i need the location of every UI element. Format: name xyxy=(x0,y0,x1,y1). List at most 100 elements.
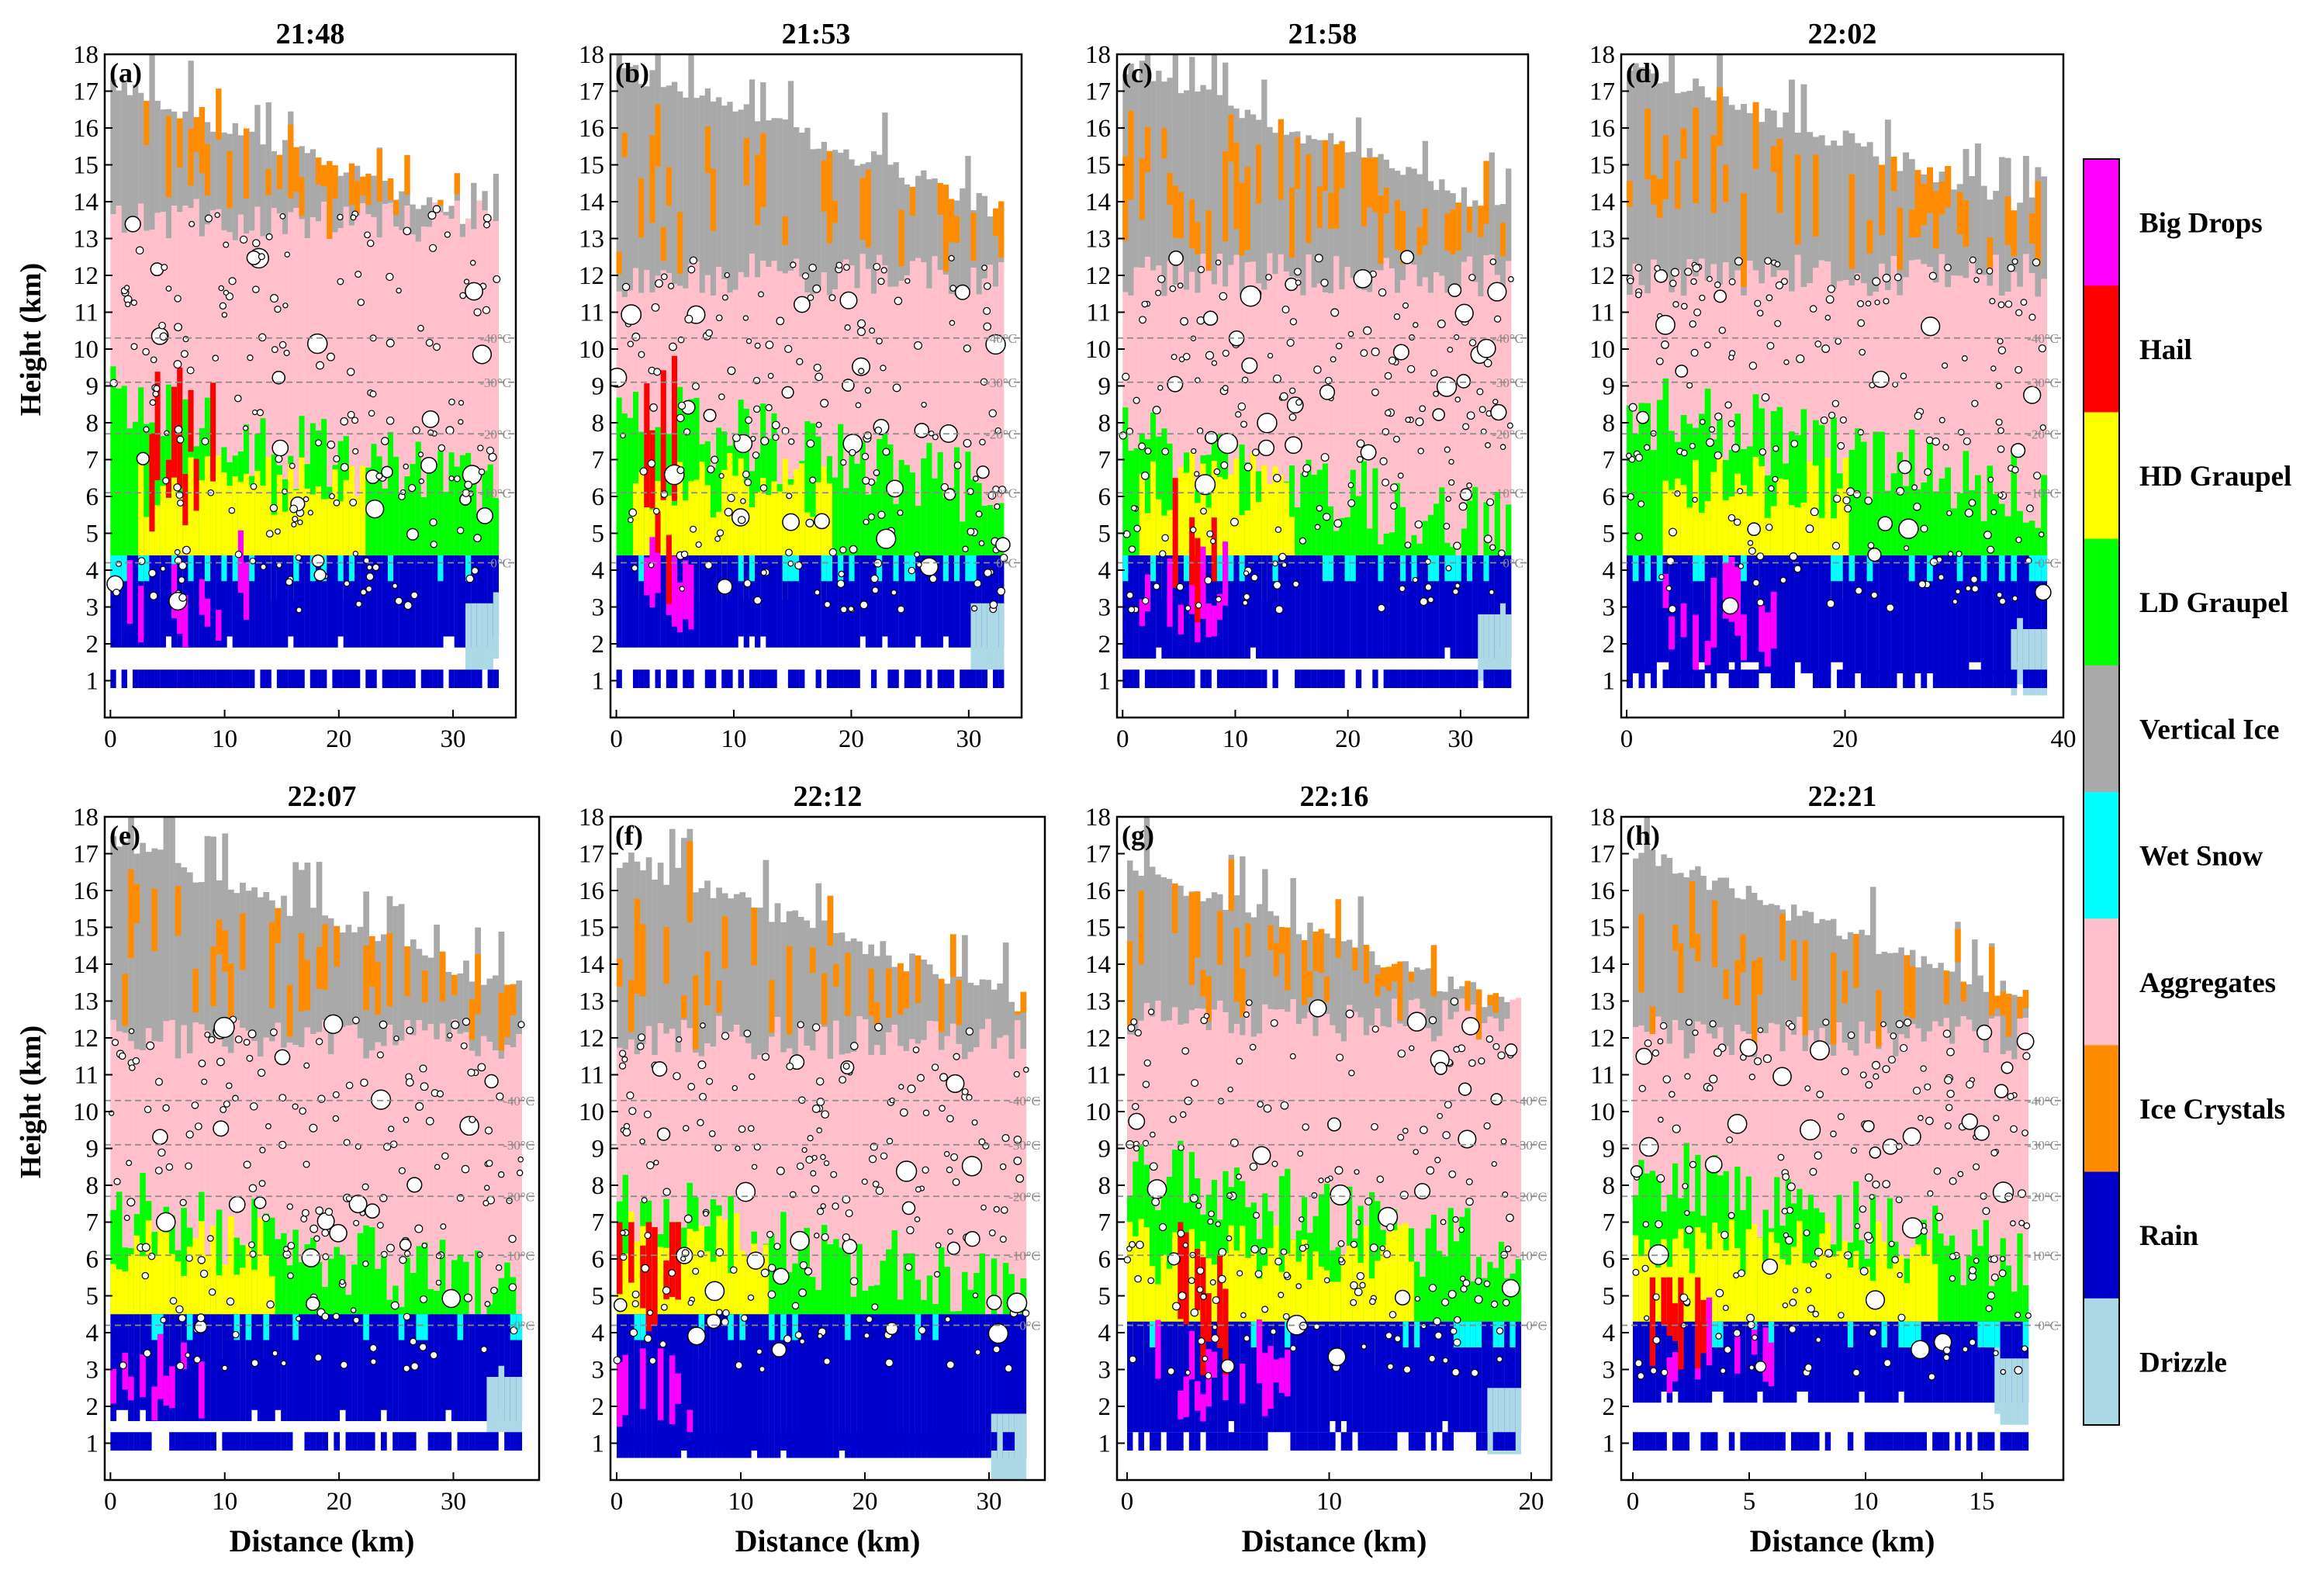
vertical-ice-cell xyxy=(1189,57,1195,272)
particle-marker xyxy=(1839,416,1847,424)
ice-crystals-cell xyxy=(1267,925,1274,951)
particle-marker xyxy=(447,1032,453,1039)
ice-crystals-cell xyxy=(204,144,211,196)
particle-marker xyxy=(1272,580,1281,590)
particle-marker xyxy=(737,516,746,524)
particle-marker xyxy=(1827,285,1835,293)
y-axis-label: Height (km) xyxy=(15,1025,47,1178)
ld-graupel-cell xyxy=(926,1275,933,1315)
particle-marker xyxy=(406,1026,414,1035)
aggregates-cell xyxy=(222,1046,229,1315)
rain-cell xyxy=(766,669,772,688)
rain-cell xyxy=(898,555,904,648)
particle-marker xyxy=(880,1152,888,1160)
rain-cell xyxy=(1662,555,1669,662)
y-tick-label: 2 xyxy=(592,1393,605,1421)
rain-cell xyxy=(716,1314,722,1458)
particle-marker xyxy=(1176,583,1184,591)
panel-c: 0°C-10°C-20°C-30°C-40°C12345678910111213… xyxy=(1085,18,1530,753)
aggregates-cell xyxy=(1283,271,1290,555)
vertical-ice-cell xyxy=(199,882,205,1025)
rain-cell xyxy=(1200,669,1206,688)
rain-cell xyxy=(432,669,438,688)
vertical-ice-cell xyxy=(445,971,452,1043)
ice-crystals-cell xyxy=(1914,170,1921,237)
hail-cell xyxy=(1189,517,1195,586)
aggregates-cell xyxy=(1295,278,1301,555)
rain-cell xyxy=(926,1432,933,1451)
ice-crystals-cell xyxy=(998,201,1005,258)
particle-marker xyxy=(435,1279,442,1286)
particle-marker xyxy=(1997,337,2004,344)
particle-marker xyxy=(814,1233,820,1239)
particle-marker xyxy=(251,1359,259,1368)
particle-marker xyxy=(242,425,249,431)
rain-cell xyxy=(122,1432,129,1451)
particle-marker xyxy=(811,1023,821,1032)
aggregates-cell xyxy=(1466,256,1473,555)
aggregates-cell xyxy=(1722,262,1729,555)
rain-cell xyxy=(227,1314,234,1421)
hd-graupel-cell xyxy=(1127,1222,1133,1322)
ice-crystals-cell xyxy=(948,199,955,243)
particle-marker xyxy=(478,469,486,476)
y-tick-label: 7 xyxy=(592,1209,605,1237)
particle-marker xyxy=(1129,1240,1136,1248)
ld-graupel-cell xyxy=(1632,434,1639,555)
particle-marker xyxy=(1454,583,1461,589)
rain-cell xyxy=(1498,1432,1505,1451)
y-tick-label: 10 xyxy=(579,336,604,364)
big-drops-cell xyxy=(1178,1390,1184,1420)
vertical-ice-cell xyxy=(1504,1001,1510,1019)
ice-crystals-cell xyxy=(298,932,305,1012)
particle-marker xyxy=(620,1229,626,1236)
particle-marker xyxy=(1914,411,1922,420)
hd-graupel-cell xyxy=(1698,512,1705,555)
particle-marker xyxy=(1857,300,1864,308)
ld-graupel-cell xyxy=(498,1278,505,1315)
particle-marker xyxy=(908,566,916,575)
y-tick-label: 9 xyxy=(1603,373,1616,401)
aggregates-cell xyxy=(1340,1041,1347,1322)
ld-graupel-cell xyxy=(970,479,977,555)
particle-marker xyxy=(386,1243,395,1253)
ld-graupel-cell xyxy=(1686,424,1693,555)
aggregates-cell xyxy=(339,1027,346,1315)
rain-cell xyxy=(1908,669,1915,688)
particle-marker xyxy=(962,545,969,552)
particle-marker xyxy=(716,529,725,537)
particle-marker xyxy=(2007,264,2015,272)
particle-marker xyxy=(306,1296,320,1312)
rain-cell xyxy=(903,1314,910,1458)
ld-graupel-cell xyxy=(393,456,399,555)
particle-marker xyxy=(1218,1274,1226,1284)
particle-marker xyxy=(922,1166,929,1174)
x-axis-label: Distance (km) xyxy=(230,1523,415,1558)
rain-cell xyxy=(710,555,717,648)
particle-marker xyxy=(379,1194,388,1202)
particle-marker xyxy=(804,1267,813,1276)
rain-cell xyxy=(845,1432,851,1451)
hd-graupel-cell xyxy=(1285,1254,1291,1322)
aggregates-cell xyxy=(1890,256,1897,555)
aggregates-cell xyxy=(1392,998,1398,1322)
aggregates-cell xyxy=(310,217,316,555)
aggregates-cell xyxy=(387,202,394,555)
ld-graupel-cell xyxy=(1372,468,1378,555)
ice-crystals-cell xyxy=(1288,187,1295,258)
y-tick-label: 10 xyxy=(1589,336,1615,364)
ice-crystals-cell xyxy=(1921,183,1928,226)
rain-cell xyxy=(316,1314,323,1421)
aggregates-cell xyxy=(439,1023,446,1315)
particle-marker xyxy=(1765,524,1773,531)
wet-snow-cell xyxy=(321,555,327,582)
aggregates-cell xyxy=(1333,256,1340,555)
particle-marker xyxy=(748,1125,755,1133)
particle-marker xyxy=(1634,264,1643,272)
particle-marker xyxy=(398,1167,406,1174)
hd-graupel-cell xyxy=(1704,501,1711,600)
particle-marker xyxy=(790,261,797,268)
wet-snow-cell xyxy=(398,1314,405,1340)
aggregates-cell xyxy=(1908,260,1915,555)
particle-marker xyxy=(1500,1138,1507,1145)
